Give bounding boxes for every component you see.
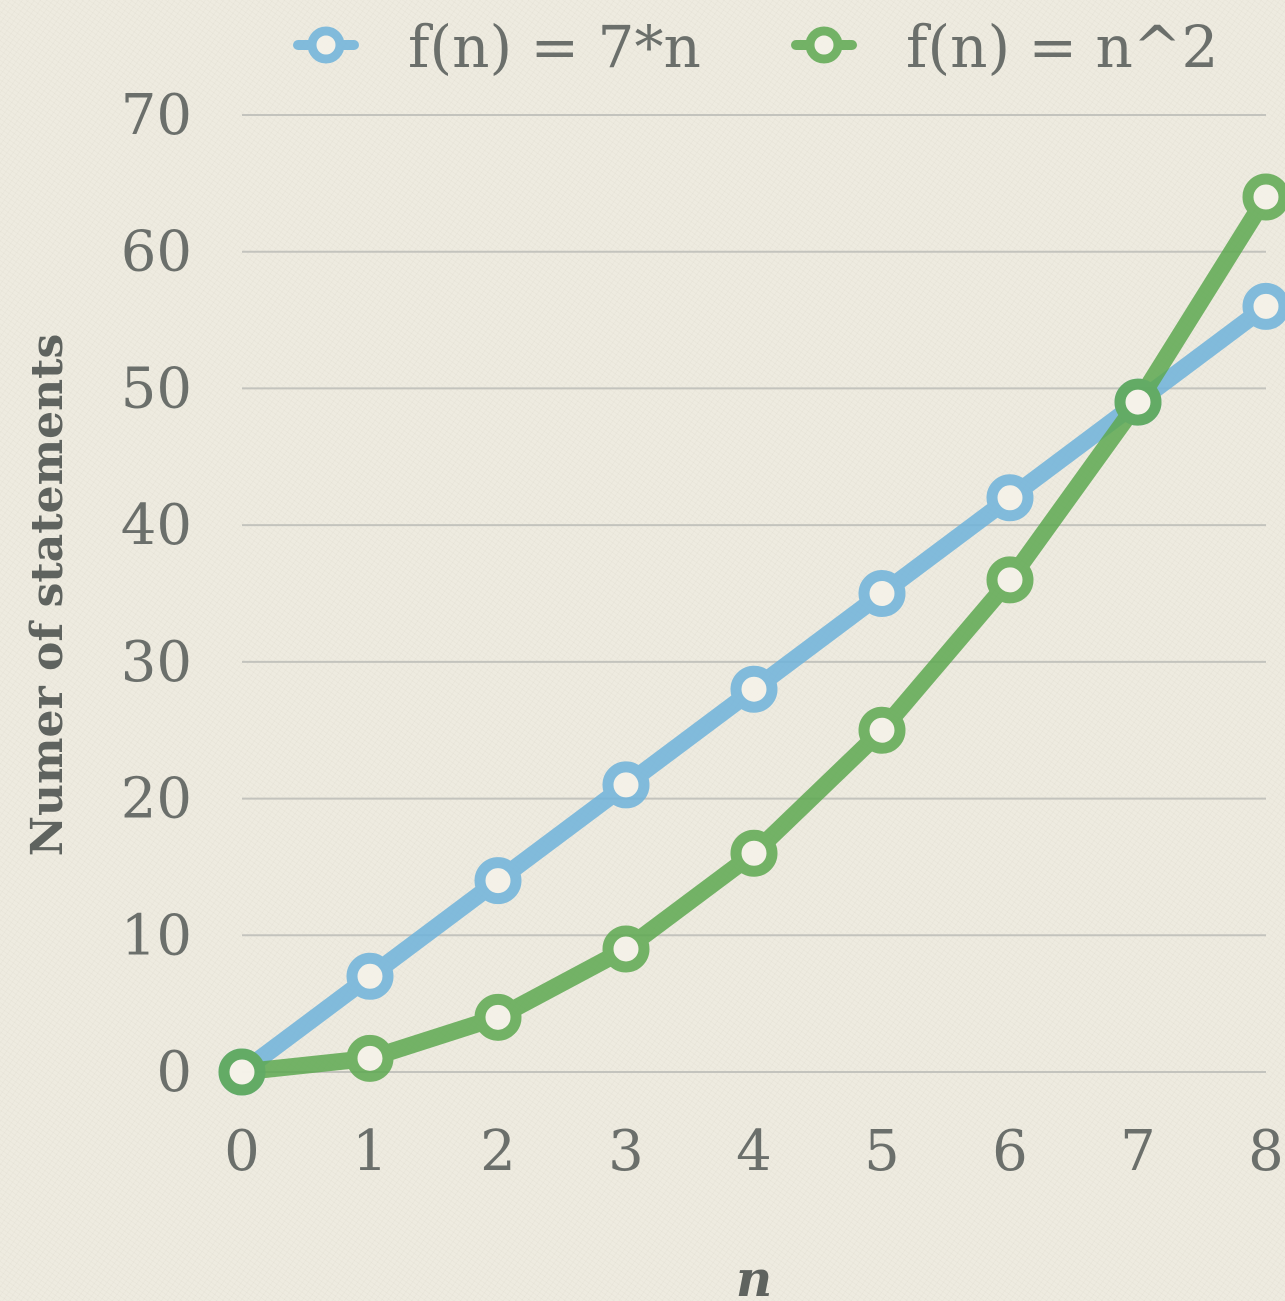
legend-marker [307,26,345,64]
y-axis-ticks: 0 10 20 30 40 50 60 70 [121,83,192,1105]
series-2 [218,173,1285,1096]
y-tick-label: 40 [121,493,192,558]
series-line [233,188,1275,1081]
data-point [986,556,1034,604]
x-tick-label: 4 [736,1119,772,1184]
data-point [1242,173,1285,221]
y-tick-label: 20 [121,767,192,832]
data-point [1242,282,1285,330]
data-point [730,665,778,713]
x-tick-label: 1 [352,1119,388,1184]
x-axis-title: n [736,1249,772,1301]
legend-label: f(n) = n^2 [906,13,1218,81]
data-point [858,706,906,754]
y-tick-label: 10 [121,903,192,968]
data-point [602,761,650,809]
data-point [474,857,522,905]
series-layer [218,173,1285,1096]
y-tick-label: 50 [121,356,192,421]
data-point [1114,378,1162,426]
data-point [730,829,778,877]
x-tick-label: 8 [1248,1119,1284,1184]
x-tick-label: 3 [608,1119,644,1184]
data-point [474,993,522,1041]
x-tick-label: 5 [864,1119,900,1184]
legend-item-1 [293,26,359,64]
data-point [346,1034,394,1082]
data-point [986,474,1034,522]
data-point [602,925,650,973]
y-tick-label: 30 [121,630,192,695]
y-tick-label: 0 [156,1040,192,1105]
data-point [218,1048,266,1096]
data-point [346,952,394,1000]
y-tick-label: 60 [121,220,192,285]
y-tick-label: 70 [121,83,192,148]
x-axis-ticks: 0 1 2 3 4 5 6 7 8 [224,1119,1284,1184]
legend: f(n) = 7*n f(n) = n^2 [293,13,1218,81]
x-tick-label: 2 [480,1119,516,1184]
legend-marker [805,26,843,64]
x-tick-label: 0 [224,1119,260,1184]
x-tick-label: 7 [1120,1119,1156,1184]
y-axis-title: Numer of statements [22,334,73,856]
grid-lines [242,114,1266,1073]
x-tick-label: 6 [992,1119,1028,1184]
legend-item-2 [791,26,857,64]
data-point [858,570,906,617]
legend-label: f(n) = 7*n [408,13,701,81]
